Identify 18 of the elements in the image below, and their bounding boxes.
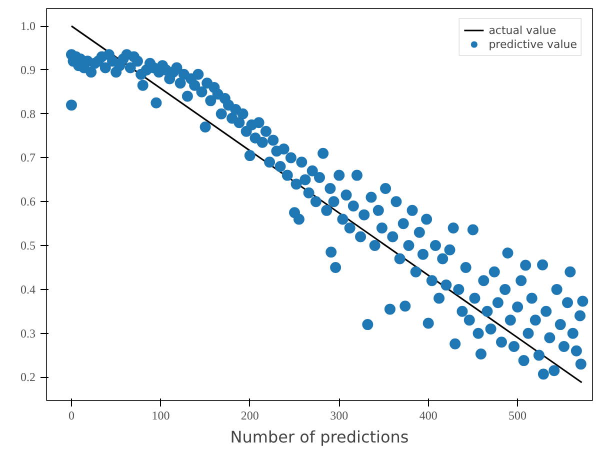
x-tick-label: 100	[152, 408, 170, 422]
y-tick-label: 1.0	[20, 19, 36, 34]
x-tick-label: 400	[419, 408, 438, 422]
x-tick-label: 0	[68, 408, 74, 422]
y-tick-label: 0.2	[20, 370, 36, 384]
x-tick-label: 300	[330, 408, 348, 422]
x-tick-label: 500	[508, 408, 527, 422]
legend-label: actual value	[488, 23, 556, 37]
x-axis-title: Number of predictions	[230, 428, 409, 446]
y-tick-label: 0.5	[20, 238, 36, 253]
y-tick-label: 0.6	[20, 194, 36, 209]
y-tick-label: 0.8	[20, 106, 36, 121]
y-tick-label: 0.4	[20, 282, 36, 296]
legend-label: predictive value	[488, 37, 577, 51]
y-tick-label: 0.9	[20, 62, 36, 77]
y-tick-label: 0.3	[20, 326, 36, 340]
x-tick-label: 200	[240, 408, 259, 422]
y-tick-label: 0.7	[20, 150, 36, 165]
